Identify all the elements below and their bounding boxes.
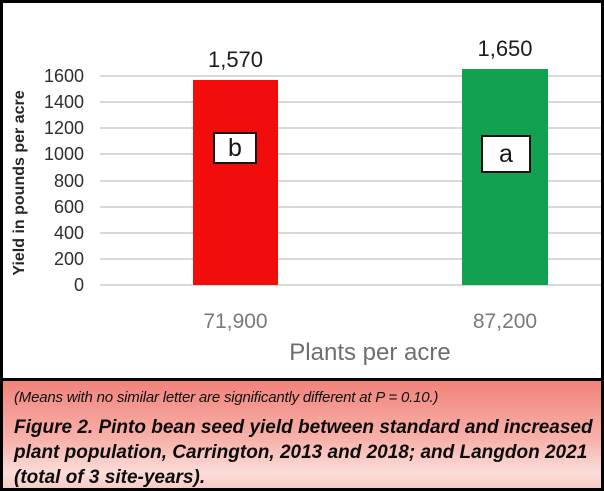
x-axis-title: Plants per acre (289, 339, 451, 366)
y-tick-label: 600 (53, 197, 84, 217)
gridline (100, 180, 601, 182)
bar-value-label: 1,650 (477, 36, 533, 61)
data-bar (462, 69, 548, 285)
gridline (100, 206, 601, 208)
caption-note: (Means with no similar letter are signif… (14, 389, 439, 406)
y-tick-label: 1400 (43, 92, 84, 112)
gridline (100, 101, 601, 103)
gridline (100, 75, 601, 77)
y-tick-label: 400 (53, 223, 84, 243)
y-tick-label: 1200 (43, 118, 84, 138)
gridline (100, 127, 601, 129)
x-category-label: 87,200 (472, 310, 538, 333)
y-tick-label: 800 (53, 171, 84, 191)
caption-figure-line: Figure 2. Pinto bean seed yield between … (14, 417, 593, 438)
y-tick-label: 1600 (43, 66, 84, 86)
bar-value-label: 1,570 (207, 47, 264, 72)
caption-figure-line: plant population, Carrington, 2013 and 2… (14, 442, 588, 463)
y-tick-label: 0 (73, 275, 84, 295)
gridline (100, 232, 601, 234)
data-bar (193, 80, 278, 285)
caption-box: (Means with no similar letter are signif… (3, 378, 601, 488)
gridline (100, 153, 601, 155)
significance-letter-box: a (481, 135, 531, 173)
gridline (100, 258, 601, 260)
caption-figure-line: (total of 3 site-years). (14, 467, 206, 488)
significance-letter-box: b (213, 132, 257, 164)
y-tick-label: 200 (53, 249, 84, 269)
bar-chart: Yield in pounds per acre Plants per acre… (3, 3, 601, 378)
y-tick-label: 1000 (43, 144, 84, 164)
gridline (100, 284, 601, 286)
caption-figure-text: Figure 2. Pinto bean seed yield between … (14, 415, 593, 488)
x-category-label: 71,900 (203, 310, 268, 333)
